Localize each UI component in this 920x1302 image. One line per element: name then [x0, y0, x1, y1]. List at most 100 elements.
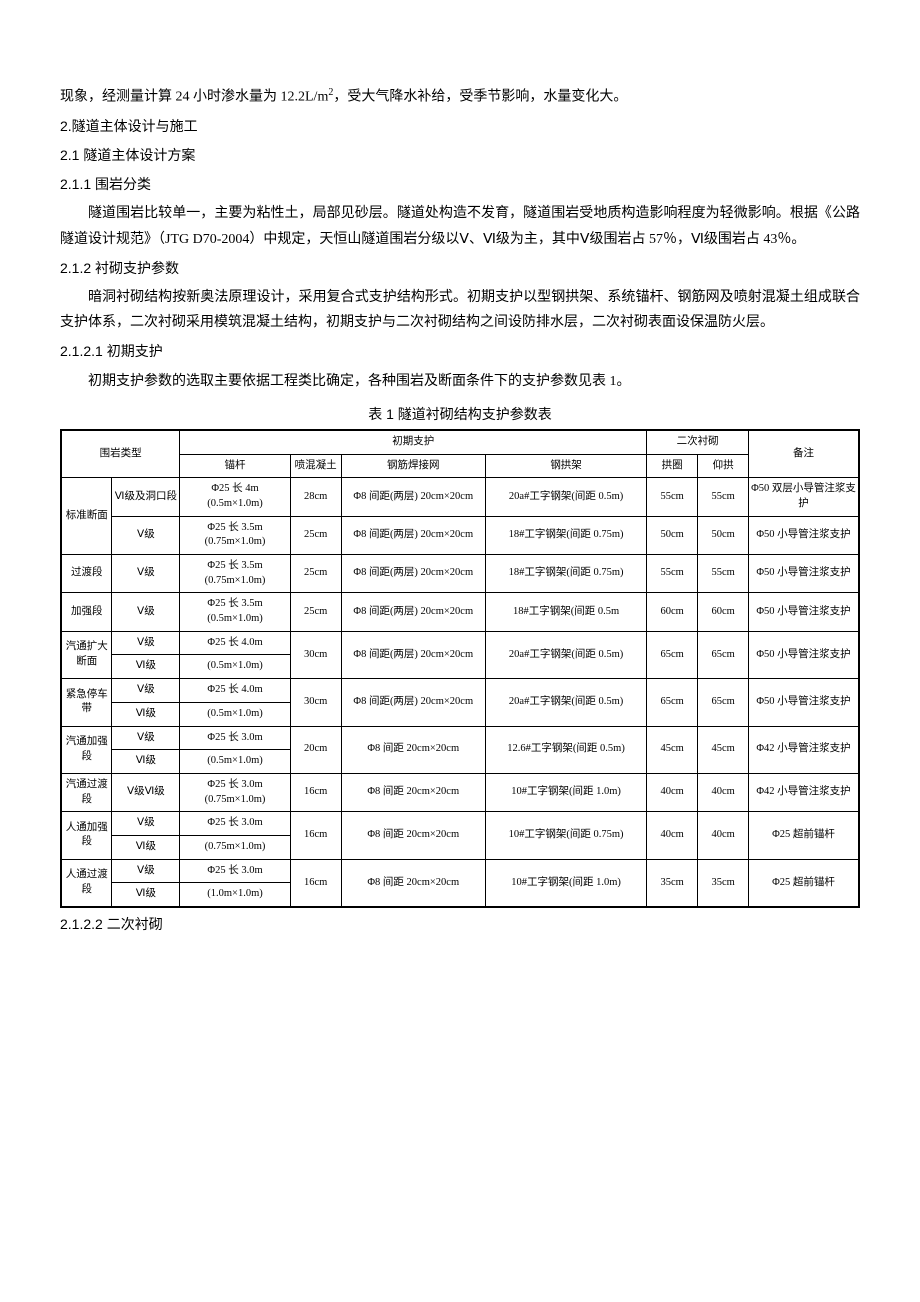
- para-rock: 隧道围岩比较单一，主要为粘性土，局部见砂层。隧道处构造不发育，隧道围岩受地质构造…: [60, 201, 860, 251]
- cell: Φ25 长 4.0m: [180, 679, 290, 703]
- table-row: 紧急停车带 Ⅴ级 Φ25 长 4.0m 30cm Φ8 间距(两层) 20cm×…: [61, 679, 859, 703]
- cell: Φ8 间距(两层) 20cm×20cm: [341, 631, 485, 678]
- cell: Φ25 长 3.0m: [180, 726, 290, 750]
- cell: 30cm: [290, 679, 341, 726]
- cell: 20cm: [290, 726, 341, 773]
- cell: (1.0m×1.0m): [180, 883, 290, 907]
- cell: Φ25 长 3.5m (0.75m×1.0m): [180, 516, 290, 554]
- cell: Φ8 间距(两层) 20cm×20cm: [341, 516, 485, 554]
- cell: Φ8 间距(两层) 20cm×20cm: [341, 679, 485, 726]
- cell: Φ8 间距 20cm×20cm: [341, 773, 485, 811]
- cell: 20a#工字钢架(间距 0.5m): [485, 679, 646, 726]
- th-yg: 仰拱: [698, 454, 749, 478]
- t: ，受大气降水补给，受季节影响，水量变化大。: [333, 90, 627, 105]
- cell: 40cm: [698, 773, 749, 811]
- cell: 28cm: [290, 478, 341, 516]
- cell: 55cm: [647, 555, 698, 593]
- cell: 10#工字钢架(间距 1.0m): [485, 773, 646, 811]
- cell: 25cm: [290, 593, 341, 631]
- th-remark: 备注: [749, 430, 859, 478]
- cell: 40cm: [647, 773, 698, 811]
- cell: Φ50 小导管注浆支护: [749, 555, 859, 593]
- cell: 45cm: [698, 726, 749, 773]
- cell: 过渡段: [61, 555, 112, 593]
- cell: 30cm: [290, 631, 341, 678]
- heading-2: 2.隧道主体设计与施工: [60, 114, 860, 139]
- cell: Φ25 超前锚杆: [749, 812, 859, 859]
- cell: Φ25 长 3.5m (0.75m×1.0m): [180, 555, 290, 593]
- cell: Ⅵ级: [112, 835, 180, 859]
- table-row: 汽通加强段 Ⅴ级 Φ25 长 3.0m 20cm Φ8 间距 20cm×20cm…: [61, 726, 859, 750]
- table-row: 汽通过渡段 Ⅴ级Ⅵ级 Φ25 长 3.0m (0.75m×1.0m) 16cm …: [61, 773, 859, 811]
- cell: (0.5m×1.0m): [180, 750, 290, 774]
- cell: 65cm: [647, 679, 698, 726]
- cell: 16cm: [290, 812, 341, 859]
- cell: 40cm: [647, 812, 698, 859]
- heading-2-1: 2.1 隧道主体设计方案: [60, 143, 860, 168]
- th-arch: 钢拱架: [485, 454, 646, 478]
- cell: 16cm: [290, 773, 341, 811]
- cell: 12.6#工字钢架(间距 0.5m): [485, 726, 646, 773]
- table-caption: 表 1 隧道衬砌结构支护参数表: [60, 402, 860, 427]
- cell: 60cm: [647, 593, 698, 631]
- cell: Φ25 长 3.0m (0.75m×1.0m): [180, 773, 290, 811]
- cell: 35cm: [698, 859, 749, 907]
- cell: 35cm: [647, 859, 698, 907]
- cell: Ⅴ级: [112, 726, 180, 750]
- table-row: 汽通扩大断面 Ⅴ级 Φ25 长 4.0m 30cm Φ8 间距(两层) 20cm…: [61, 631, 859, 655]
- cell: 60cm: [698, 593, 749, 631]
- cell: 65cm: [647, 631, 698, 678]
- heading-2-1-2: 2.1.2 衬砌支护参数: [60, 256, 860, 281]
- table-row: 标准断面 Ⅵ级及洞口段 Φ25 长 4m (0.5m×1.0m) 28cm Φ8…: [61, 478, 859, 516]
- para-intro: 现象，经测量计算 24 小时渗水量为 12.2L/m2，受大气降水补给，受季节影…: [60, 84, 860, 110]
- t: 现象，经测量计算 24 小时渗水量为 12.2L/m: [60, 90, 328, 105]
- cell: 18#工字钢架(间距 0.5m: [485, 593, 646, 631]
- table-row: 加强段 Ⅴ级 Φ25 长 3.5m (0.5m×1.0m) 25cm Φ8 间距…: [61, 593, 859, 631]
- cell: Φ8 间距(两层) 20cm×20cm: [341, 478, 485, 516]
- cell: 55cm: [698, 555, 749, 593]
- cell: Ⅴ级: [112, 593, 180, 631]
- th-rocktype: 围岩类型: [61, 430, 180, 478]
- cell: Ⅴ级: [112, 859, 180, 883]
- cell: Φ8 间距(两层) 20cm×20cm: [341, 593, 485, 631]
- cell: (0.75m×1.0m): [180, 835, 290, 859]
- cell: Ⅵ级: [112, 702, 180, 726]
- cell: Ⅴ级: [112, 555, 180, 593]
- cell: 18#工字钢架(间距 0.75m): [485, 555, 646, 593]
- cell: Φ42 小导管注浆支护: [749, 773, 859, 811]
- cell: Ⅴ级: [112, 631, 180, 655]
- cell: Φ50 双层小导管注浆支护: [749, 478, 859, 516]
- cell: 65cm: [698, 631, 749, 678]
- para-lining: 暗洞衬砌结构按新奥法原理设计，采用复合式支护结构形式。初期支护以型钢拱架、系统锚…: [60, 285, 860, 335]
- heading-2-1-2-1: 2.1.2.1 初期支护: [60, 339, 860, 364]
- th-qq: 拱圈: [647, 454, 698, 478]
- cell: 紧急停车带: [61, 679, 112, 726]
- cell: 汽通过渡段: [61, 773, 112, 811]
- cell: Φ8 间距 20cm×20cm: [341, 859, 485, 907]
- para-initsupport: 初期支护参数的选取主要依据工程类比确定，各种围岩及断面条件下的支护参数见表 1。: [60, 369, 860, 394]
- heading-2-1-1: 2.1.1 围岩分类: [60, 172, 860, 197]
- cell: 65cm: [698, 679, 749, 726]
- cell: 50cm: [647, 516, 698, 554]
- cell: 20a#工字钢架(间距 0.5m): [485, 478, 646, 516]
- cell: Ⅴ级: [112, 812, 180, 836]
- cell: 汽通扩大断面: [61, 631, 112, 678]
- cell: Φ25 长 3.0m: [180, 859, 290, 883]
- table-row: 人通加强段 Ⅴ级 Φ25 长 3.0m 16cm Φ8 间距 20cm×20cm…: [61, 812, 859, 836]
- cell: 汽通加强段: [61, 726, 112, 773]
- cell: 18#工字钢架(间距 0.75m): [485, 516, 646, 554]
- cell: Φ42 小导管注浆支护: [749, 726, 859, 773]
- cell: 20a#工字钢架(间距 0.5m): [485, 631, 646, 678]
- cell: Φ8 间距 20cm×20cm: [341, 812, 485, 859]
- cell: Φ25 长 4m (0.5m×1.0m): [180, 478, 290, 516]
- cell: Ⅵ级: [112, 750, 180, 774]
- cell: 16cm: [290, 859, 341, 907]
- table-row: Ⅴ级 Φ25 长 3.5m (0.75m×1.0m) 25cm Φ8 间距(两层…: [61, 516, 859, 554]
- cell: Ⅵ级及洞口段: [112, 478, 180, 516]
- cell: Φ25 长 3.0m: [180, 812, 290, 836]
- cell: Ⅴ级: [112, 516, 180, 554]
- th-initsupport: 初期支护: [180, 430, 647, 454]
- cell: 25cm: [290, 516, 341, 554]
- cell: Ⅴ级: [112, 679, 180, 703]
- cell: Ⅵ级: [112, 883, 180, 907]
